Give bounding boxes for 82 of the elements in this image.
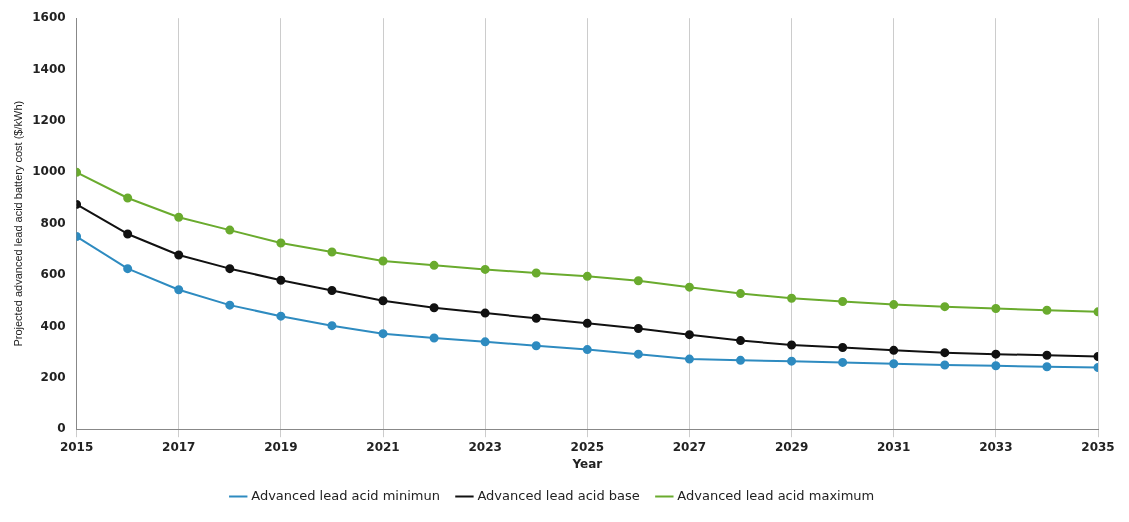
- point: [684, 330, 694, 340]
- point: [889, 300, 899, 310]
- point: [327, 285, 337, 295]
- point: [225, 300, 235, 310]
- y-tick-label: 1400: [32, 61, 66, 76]
- point: [736, 336, 746, 346]
- point: [429, 303, 439, 313]
- point: [940, 302, 950, 312]
- point: [940, 360, 950, 370]
- point: [480, 264, 490, 274]
- point: [378, 296, 388, 306]
- point: [531, 341, 541, 351]
- y-tick-label: 200: [40, 369, 66, 384]
- legend-label: Advanced lead acid minimun: [251, 487, 440, 503]
- point: [940, 348, 950, 358]
- point: [1042, 305, 1052, 315]
- point: [633, 276, 643, 286]
- point: [276, 238, 286, 248]
- point: [991, 361, 1001, 371]
- point: [276, 311, 286, 321]
- point: [225, 264, 235, 274]
- point: [429, 333, 439, 343]
- x-tick-label: 2027: [672, 439, 707, 454]
- point: [174, 250, 184, 260]
- x-tick-label: 2035: [1081, 439, 1115, 454]
- point: [378, 256, 388, 266]
- point: [787, 293, 797, 303]
- x-tick-label: 2017: [162, 439, 196, 454]
- legend-label: Advanced lead acid maximum: [677, 487, 875, 503]
- point: [123, 193, 133, 203]
- point: [429, 260, 439, 270]
- x-axis-title: Year: [571, 456, 603, 471]
- point: [684, 282, 694, 292]
- point: [736, 355, 746, 365]
- x-tick-label: 2023: [468, 439, 502, 454]
- point: [327, 247, 337, 257]
- y-tick-label: 600: [40, 267, 66, 282]
- y-tick-label: 1600: [32, 10, 66, 25]
- x-tick-label: 2021: [366, 439, 400, 454]
- point: [991, 349, 1001, 359]
- point: [582, 345, 592, 355]
- point: [787, 356, 797, 366]
- point: [633, 349, 643, 359]
- y-tick-label: 0: [57, 421, 66, 436]
- point: [123, 264, 133, 274]
- point: [787, 340, 797, 350]
- x-tick-label: 2019: [264, 439, 298, 454]
- point: [174, 212, 184, 222]
- point: [480, 337, 490, 347]
- x-tick-label: 2033: [979, 439, 1013, 454]
- point: [1042, 362, 1052, 372]
- x-tick-label: 2029: [774, 439, 809, 454]
- x-tick-label: 2025: [570, 439, 604, 454]
- point: [736, 289, 746, 299]
- point: [838, 357, 848, 367]
- point: [582, 318, 592, 328]
- y-tick-label: 1200: [32, 113, 66, 128]
- x-tick-label: 2015: [59, 439, 94, 454]
- point: [991, 303, 1001, 313]
- point: [633, 324, 643, 334]
- point: [327, 321, 337, 331]
- x-tick-label: 2031: [877, 439, 911, 454]
- legend-label: Advanced lead acid base: [477, 487, 640, 503]
- point: [480, 308, 490, 318]
- y-tick-label: 800: [40, 215, 66, 230]
- point: [531, 313, 541, 323]
- point: [1042, 350, 1052, 360]
- y-axis-title: Projected advanced lead acid battery cost ($/kWh): [11, 100, 24, 347]
- point: [276, 275, 286, 285]
- point: [225, 225, 235, 235]
- point: [582, 271, 592, 281]
- point: [684, 354, 694, 364]
- point: [531, 268, 541, 278]
- point: [838, 297, 848, 307]
- point: [378, 329, 388, 339]
- point: [174, 285, 184, 295]
- y-tick-label: 400: [40, 318, 66, 333]
- point: [889, 345, 899, 355]
- point: [889, 359, 899, 369]
- point: [838, 343, 848, 353]
- y-tick-label: 1000: [32, 164, 66, 179]
- point: [123, 229, 133, 239]
